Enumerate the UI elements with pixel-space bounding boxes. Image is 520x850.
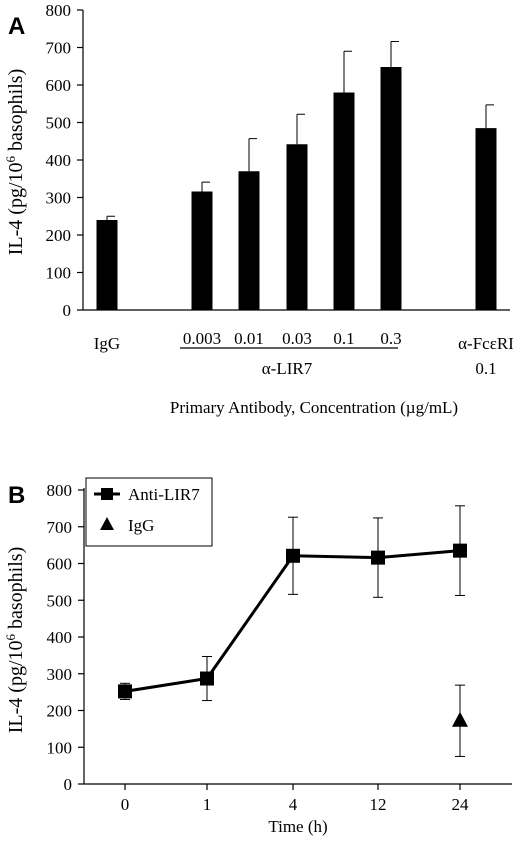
panel-a-y-tick-label: 500 [46, 114, 72, 133]
panel-a-category-label: 0.003 [183, 329, 221, 348]
panel-a-category-label: 0.01 [234, 329, 264, 348]
panel-b-point-square [200, 671, 214, 686]
panel-a-bar [333, 92, 355, 310]
panel-b-point-square [118, 684, 132, 699]
panel-a-x-axis-label: Primary Antibody, Concentration (µg/mL) [170, 398, 458, 417]
panel-b-x-tick-label: 4 [289, 795, 298, 814]
panel-b-y-tick-label: 200 [47, 702, 73, 721]
panel-a-bar [238, 171, 260, 310]
panel-b-point-square [286, 548, 300, 563]
panel-b-legend-label: Anti-LIR7 [128, 485, 200, 504]
panel-b-legend-label: IgG [128, 516, 154, 535]
panel-b-label: B [8, 482, 25, 509]
panel-b-legend-square-icon [101, 488, 113, 500]
panel-b-x-ticks: 0 1 4 12 24 [121, 784, 469, 814]
panel-b-x-tick-label: 24 [452, 795, 470, 814]
panel-b-series [118, 505, 468, 757]
panel-a-category-label: 0.3 [380, 329, 401, 348]
panel-b: B IL-4 (pg/106 basophils) 0 100 200 300 400 5… [3, 477, 512, 836]
panel-a-y-tick-label: 600 [46, 76, 72, 95]
panel-a-label: A [8, 13, 25, 40]
panel-a-bar [96, 220, 118, 310]
panel-b-y-axis-label: IL-4 (pg/106 basophils) [3, 547, 27, 733]
panel-b-y-tick-label: 300 [47, 665, 73, 684]
panel-a-bar [380, 67, 402, 310]
panel-a-y-tick-label: 400 [46, 151, 72, 170]
panel-b-y-tick-label: 0 [64, 775, 73, 794]
panel-a-y-tick-label: 800 [46, 1, 72, 20]
panel-b-x-axis-label: Time (h) [268, 817, 327, 836]
panel-a: A IL-4 (pg/106 basophils) 0 100 200 300 400 5… [3, 1, 514, 417]
panel-b-point-triangle [452, 711, 468, 727]
panel-a-category-label: IgG [94, 334, 120, 353]
panel-b-x-tick-label: 0 [121, 795, 130, 814]
panel-a-category-label: α-FcεRI [458, 334, 514, 353]
panel-a-bar [191, 191, 213, 310]
panel-a-bar [475, 128, 497, 310]
panel-a-group-label: α-LIR7 [262, 359, 313, 378]
panel-b-y-tick-label: 400 [47, 628, 73, 647]
panel-a-y-ticks: 0 100 200 300 400 500 600 700 800 [46, 1, 83, 320]
panel-b-point-square [453, 543, 467, 558]
panel-a-y-tick-label: 200 [46, 226, 72, 245]
panel-b-y-tick-label: 500 [47, 591, 73, 610]
panel-a-y-axis-label: IL-4 (pg/106 basophils) [3, 69, 27, 255]
panel-b-y-tick-label: 700 [47, 518, 73, 537]
panel-b-legend-triangle-icon [100, 517, 114, 530]
panel-a-bar [286, 144, 308, 310]
panel-a-y-tick-label: 300 [46, 189, 72, 208]
panel-b-y-tick-label: 600 [47, 555, 73, 574]
panel-a-category-sublabel: 0.1 [475, 359, 496, 378]
panel-b-x-tick-label: 12 [370, 795, 387, 814]
panel-a-bars [96, 41, 497, 310]
panel-b-legend: Anti-LIR7 IgG [94, 485, 200, 535]
panel-b-point-square [371, 550, 385, 565]
panel-b-x-tick-label: 1 [203, 795, 212, 814]
panel-a-category-label: 0.1 [333, 329, 354, 348]
panel-a-category-label: 0.03 [282, 329, 312, 348]
panel-a-y-tick-label: 700 [46, 39, 72, 58]
panel-a-category-labels: IgG 0.003 0.01 0.03 0.1 0.3 α-FcεRI 0.1 [94, 329, 514, 378]
panel-b-y-tick-label: 800 [47, 481, 73, 500]
panel-a-y-tick-label: 100 [46, 264, 72, 283]
panel-b-y-tick-label: 100 [47, 738, 73, 757]
panel-a-y-tick-label: 0 [63, 301, 72, 320]
panel-b-y-ticks: 0 100 200 300 400 500 600 700 800 [47, 481, 84, 794]
